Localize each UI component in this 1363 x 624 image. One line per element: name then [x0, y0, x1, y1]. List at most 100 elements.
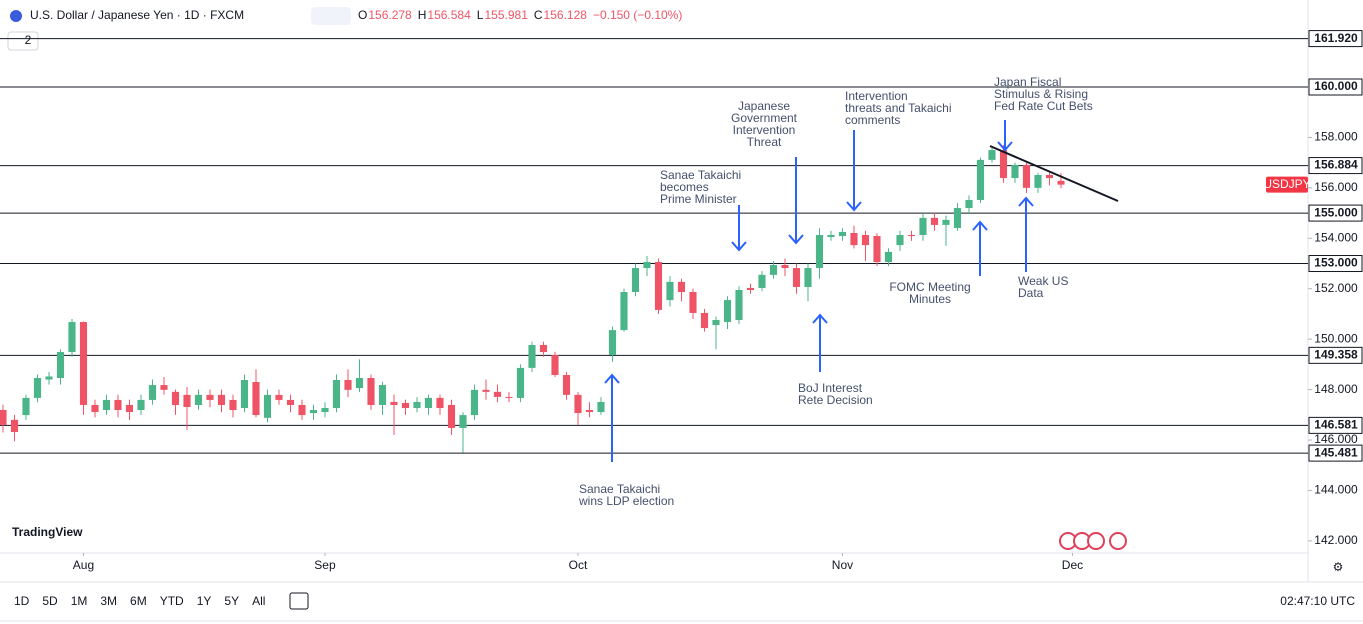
candle-body — [217, 394, 226, 405]
candle-body — [861, 235, 870, 246]
x-tick-label: Sep — [314, 558, 336, 572]
annotation-arrow — [788, 157, 804, 245]
annotation-arrow — [731, 205, 747, 252]
candle-body — [436, 397, 444, 409]
candle-body — [1057, 180, 1065, 185]
range-button[interactable]: 3M — [100, 594, 117, 608]
legend-change: −0.150 (−0.10%) — [593, 8, 682, 22]
y-tick-label: 146.000 — [1314, 432, 1358, 446]
candle-body — [505, 396, 513, 398]
candle-body — [827, 235, 835, 238]
candle-body — [56, 352, 65, 378]
candle-body — [930, 217, 939, 225]
level-label: 145.481 — [1314, 445, 1358, 459]
candle-body — [873, 236, 881, 263]
range-button[interactable]: 5Y — [224, 594, 239, 608]
level-tag — [1308, 444, 1363, 462]
y-tick-label: 158.000 — [1314, 130, 1358, 144]
level-label: 156.884 — [1314, 158, 1358, 172]
settings-icon[interactable]: ⚙ — [1333, 560, 1344, 574]
candle-body — [298, 404, 306, 416]
annotation-text: Weak US — [1018, 274, 1068, 288]
symbol-tag-bg — [1266, 176, 1308, 193]
candle-body — [263, 394, 272, 418]
candle-body — [953, 208, 962, 228]
annotation-text: Data — [1018, 286, 1044, 300]
candle-body — [240, 380, 249, 409]
range-button[interactable]: 1Y — [197, 594, 212, 608]
candle-body — [493, 391, 502, 397]
candle-body — [551, 355, 559, 375]
annotation-text: Fed Rate Cut Bets — [994, 99, 1093, 113]
candle-body — [447, 404, 456, 428]
level-label: 146.581 — [1314, 418, 1358, 432]
level-label: 160.000 — [1314, 79, 1358, 93]
range-button[interactable]: 6M — [130, 594, 147, 608]
range-button[interactable]: 1D — [14, 594, 30, 608]
level-tag — [1308, 255, 1363, 273]
candle-body — [781, 265, 789, 269]
annotation-text: threats and Takaichi — [845, 101, 952, 115]
annotation-text: FOMC Meeting — [889, 280, 970, 294]
annotation-text: Japan Fiscal — [994, 75, 1061, 89]
x-tick-label: Oct — [569, 558, 588, 572]
annotation-text: Minutes — [909, 292, 951, 306]
candle-body — [999, 150, 1008, 179]
event-icon — [1087, 532, 1105, 550]
annotation-arrow — [604, 373, 620, 462]
range-button[interactable]: All — [252, 594, 265, 608]
compare-button[interactable] — [311, 7, 351, 25]
annotation-text: BoJ Interest — [798, 381, 863, 395]
level-tag — [1308, 30, 1363, 48]
candle-body — [10, 419, 19, 432]
annotation-arrow — [1018, 196, 1034, 272]
range-button[interactable]: YTD — [160, 594, 184, 608]
candle-body — [769, 265, 778, 275]
y-tick-label: 156.000 — [1314, 180, 1358, 194]
range-button[interactable]: 5D — [42, 594, 58, 608]
candle-body — [137, 399, 145, 411]
legend-value: 156.128 — [544, 8, 588, 22]
annotation-text: Sanae Takaichi — [579, 482, 660, 496]
candle-body — [758, 274, 766, 288]
candle-body — [79, 322, 88, 405]
trend-line — [989, 145, 1119, 202]
y-tick-label: 148.000 — [1314, 382, 1358, 396]
candle-body — [367, 377, 375, 405]
annotation-arrow — [846, 130, 862, 212]
legend-key: H — [418, 8, 427, 22]
candle-body — [424, 397, 433, 409]
y-tick-label: 142.000 — [1314, 533, 1358, 547]
y-tick-label: 154.000 — [1314, 230, 1358, 244]
candle-body — [378, 385, 387, 405]
range-button[interactable]: 1M — [71, 594, 88, 608]
candle-body — [390, 401, 398, 405]
candle-body — [148, 385, 157, 400]
candle-body — [528, 344, 536, 368]
candle-body — [608, 330, 617, 356]
x-tick-label: Aug — [73, 558, 94, 572]
candle-body — [68, 322, 76, 353]
calendar-icon[interactable] — [289, 592, 309, 610]
candle-body — [850, 233, 858, 246]
candle-body — [125, 404, 134, 413]
candle-body — [988, 150, 996, 160]
candle-body — [401, 402, 410, 409]
candle-body — [194, 394, 203, 405]
indicator-badge[interactable] — [7, 31, 39, 51]
level-tag — [1308, 346, 1363, 364]
candle-body — [1034, 175, 1042, 188]
candle-body — [654, 262, 663, 310]
candle-body — [942, 219, 950, 225]
candle-body — [344, 380, 352, 390]
candle-body — [804, 268, 812, 287]
candle-body — [355, 377, 364, 389]
candle-body — [470, 389, 479, 416]
candle-body — [746, 287, 755, 290]
candle-body — [735, 289, 743, 320]
candle-body — [896, 235, 904, 246]
annotation-text: Japanese — [738, 99, 790, 113]
candle-body — [976, 159, 985, 200]
candle-body — [114, 399, 122, 411]
